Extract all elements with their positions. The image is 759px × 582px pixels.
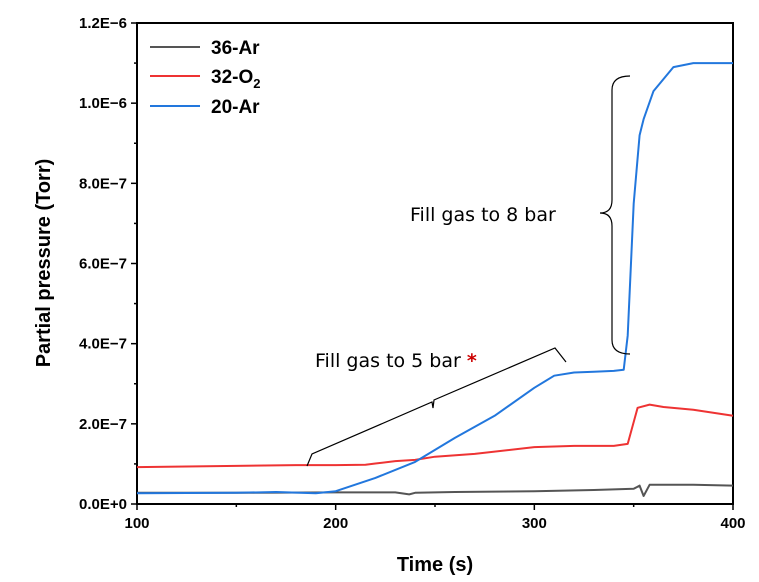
y-tick-labels: 0.0E+0 2.0E−7 4.0E−7 6.0E−7 8.0E−7 1.0E−… bbox=[79, 15, 127, 513]
y-axis-title: Partial pressure (Torr) bbox=[33, 159, 55, 368]
plot-frame bbox=[136, 22, 734, 505]
legend-label-36-ar: 36-Ar bbox=[211, 38, 260, 59]
series-line-20-ar bbox=[136, 62, 733, 495]
y-tick-label: 4.0E−7 bbox=[79, 336, 127, 353]
x-tick-label: 400 bbox=[720, 515, 745, 532]
x-axis-title: Time (s) bbox=[397, 554, 473, 576]
annotation-brace-8bar bbox=[599, 75, 631, 355]
legend-label-32-o2: 32-O2 bbox=[211, 67, 260, 91]
y-tick-label: 0.0E+0 bbox=[79, 496, 127, 513]
legend-label-32-o2-sub: 2 bbox=[253, 76, 260, 91]
x-tick-labels: 100 200 300 400 bbox=[124, 515, 745, 532]
x-tick-label: 200 bbox=[323, 515, 348, 532]
annotation-5bar: Fill gas to 5 bar * bbox=[315, 350, 477, 372]
y-tick-label: 2.0E−7 bbox=[79, 416, 127, 433]
legend-label-32-o2-main: 32-O bbox=[211, 67, 253, 88]
x-tick-label: 100 bbox=[124, 515, 149, 532]
y-tick-label: 8.0E−7 bbox=[79, 175, 127, 192]
y-tick-label: 1.0E−6 bbox=[79, 95, 127, 112]
legend-label-20-ar: 20-Ar bbox=[211, 97, 260, 118]
annotation-5bar-text: Fill gas to 5 bar bbox=[315, 350, 467, 372]
series-line-32-o2 bbox=[136, 403, 734, 469]
series-layer bbox=[136, 62, 734, 497]
y-tick-label: 6.0E−7 bbox=[79, 256, 127, 273]
x-tick-label: 300 bbox=[522, 515, 547, 532]
series-line-36-ar bbox=[137, 483, 734, 497]
legend: 36-Ar 32-O2 20-Ar bbox=[150, 38, 260, 118]
y-tick-label: 1.2E−6 bbox=[79, 15, 127, 32]
annotation-5bar-star: * bbox=[467, 350, 477, 372]
tick-layer bbox=[131, 22, 734, 510]
annotation-brace-5bar bbox=[306, 347, 567, 467]
annotation-8bar: Fill gas to 8 bar bbox=[410, 204, 556, 226]
